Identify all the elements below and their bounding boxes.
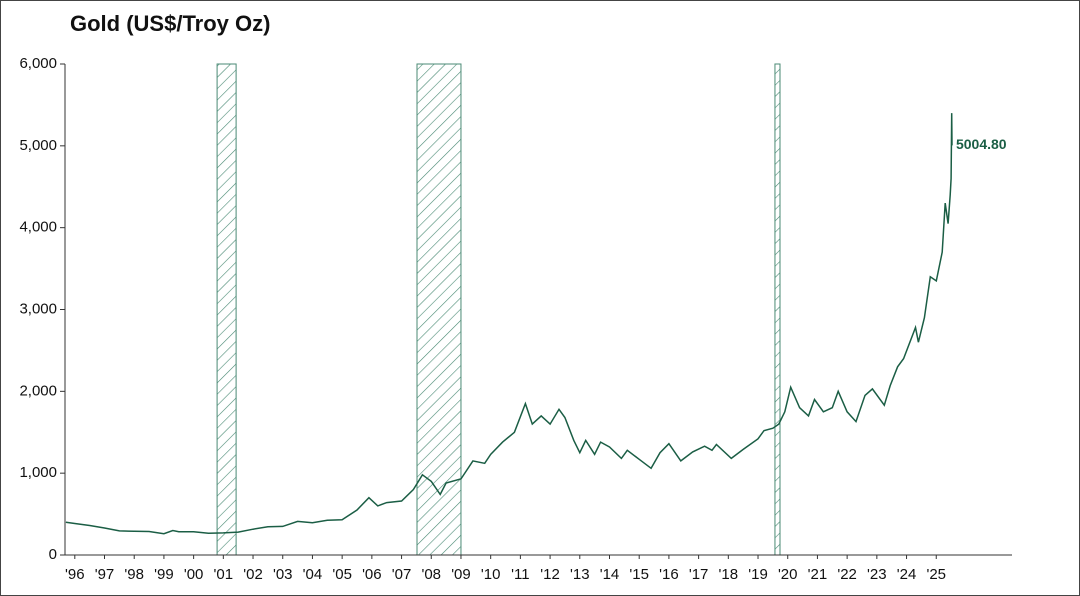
price-line [65, 113, 953, 535]
y-tick-label: 0 [49, 546, 57, 563]
x-tick-label: '00 [184, 566, 204, 583]
end-value-label: 5004.80 [956, 136, 1007, 152]
y-tick-label: 1,000 [19, 464, 57, 481]
chart-title: Gold (US$/Troy Oz) [70, 11, 270, 36]
y-tick-label: 3,000 [19, 300, 57, 317]
x-tick-label: '02 [243, 566, 263, 583]
x-tick-label: '13 [570, 566, 590, 583]
y-tick-label: 5,000 [19, 137, 57, 154]
recession-band [774, 63, 781, 556]
x-tick-label: '23 [867, 566, 887, 583]
x-tick-label: '09 [451, 566, 471, 583]
x-tick-label: '24 [897, 566, 917, 583]
x-tick-label: '15 [629, 566, 649, 583]
x-tick-label: '99 [154, 566, 174, 583]
x-tick-label: '10 [481, 566, 501, 583]
x-tick-label: '08 [421, 566, 441, 583]
y-tick-label: 4,000 [19, 219, 57, 236]
x-tick-label: '06 [362, 566, 382, 583]
recession-band [416, 63, 462, 556]
x-tick-label: '19 [748, 566, 768, 583]
x-tick-label: '14 [600, 566, 620, 583]
y-tick-label: 2,000 [19, 382, 57, 399]
x-tick-label: '17 [689, 566, 709, 583]
x-tick-label: '07 [392, 566, 412, 583]
x-tick-label: '11 [511, 566, 529, 583]
x-tick-label: '96 [65, 566, 85, 583]
x-tick-label: '18 [719, 566, 739, 583]
x-tick-label: '01 [214, 566, 234, 583]
x-tick-label: '25 [926, 566, 946, 583]
x-tick-label: '98 [124, 566, 144, 583]
x-tick-label: '22 [837, 566, 857, 583]
x-tick-label: '12 [540, 566, 560, 583]
x-tick-label: '97 [95, 566, 115, 583]
x-tick-label: '04 [303, 566, 323, 583]
x-tick-label: '16 [659, 566, 679, 583]
x-tick-label: '21 [808, 566, 828, 583]
y-tick-label: 6,000 [19, 55, 57, 72]
recession-band [216, 63, 237, 556]
x-tick-label: '05 [332, 566, 352, 583]
x-tick-label: '20 [778, 566, 798, 583]
x-tick-label: '03 [273, 566, 293, 583]
